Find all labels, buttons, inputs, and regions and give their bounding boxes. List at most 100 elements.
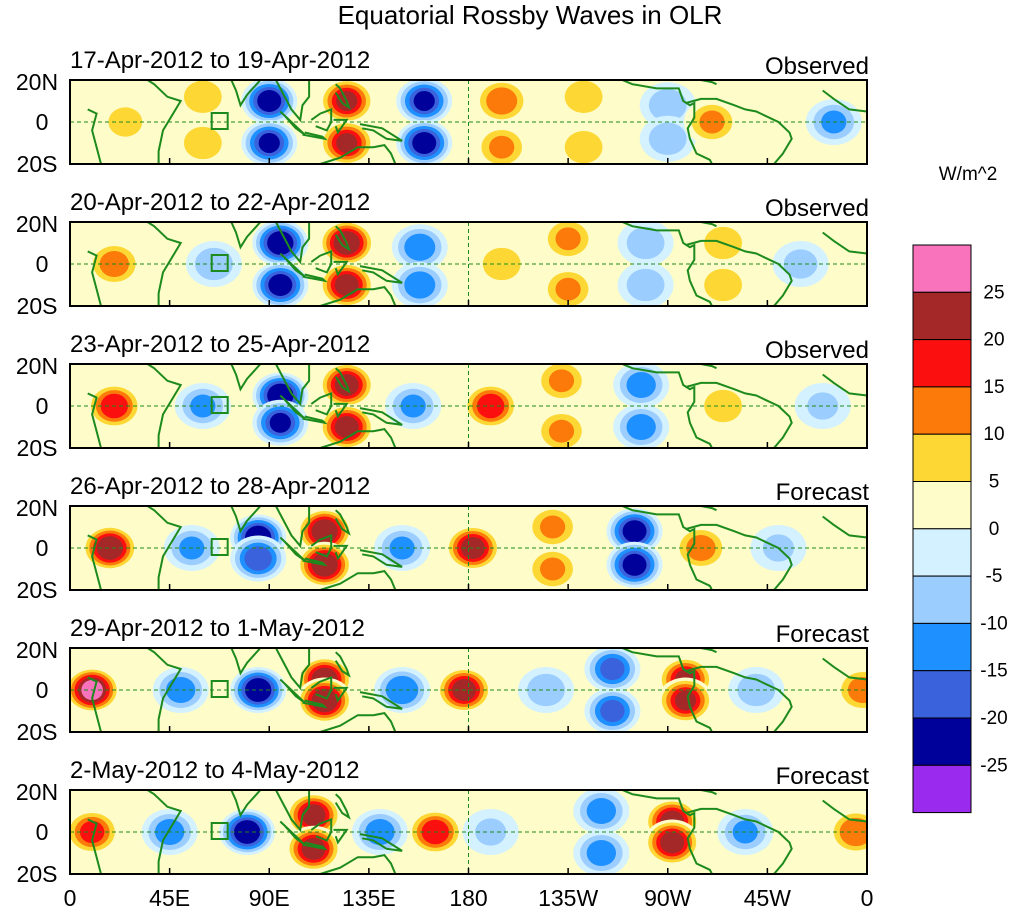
contour-level bbox=[600, 657, 625, 681]
reference-box bbox=[210, 254, 229, 272]
contour-level bbox=[564, 131, 603, 164]
coastline bbox=[230, 648, 263, 676]
lat-label: 0 bbox=[36, 393, 49, 419]
contour-level bbox=[699, 110, 725, 134]
coastline bbox=[302, 699, 328, 709]
coastline bbox=[822, 373, 867, 397]
panel-date-range: 23-Apr-2012 to 25-Apr-2012 bbox=[70, 331, 370, 358]
coastline bbox=[279, 394, 306, 420]
coastlines bbox=[87, 222, 867, 306]
colorbar-label: 15 bbox=[983, 377, 1004, 398]
anomaly-12 bbox=[606, 541, 663, 588]
lat-label: 20S bbox=[17, 719, 58, 745]
contour-level bbox=[183, 126, 222, 160]
coastline bbox=[302, 273, 328, 283]
coastline bbox=[334, 225, 351, 252]
coastline bbox=[230, 364, 263, 392]
coastline bbox=[279, 820, 306, 846]
coastline bbox=[310, 249, 333, 274]
coastline bbox=[319, 854, 397, 874]
panel-6: 20N 0 20S 2-May-2012 to 4-May-2012 Forecast bbox=[16, 757, 869, 887]
lat-label: 20N bbox=[16, 353, 58, 379]
colorbar-label: -15 bbox=[980, 661, 1007, 682]
panel-date-range: 29-Apr-2012 to 1-May-2012 bbox=[70, 615, 365, 642]
coastline bbox=[685, 807, 793, 874]
panel-status-label: Observed bbox=[765, 337, 869, 364]
colorbar-label: -25 bbox=[980, 755, 1007, 776]
coastline bbox=[274, 790, 311, 833]
coastline bbox=[230, 790, 263, 818]
coastline bbox=[87, 364, 183, 448]
panel-4: 20N 0 20S 26-Apr-2012 to 28-Apr-2012 Forecas… bbox=[16, 473, 869, 603]
contour-level bbox=[96, 536, 124, 560]
anomaly-10 bbox=[584, 688, 641, 732]
lon-label: 135E bbox=[342, 885, 396, 911]
colorbar-label: -5 bbox=[986, 566, 1003, 587]
contour-level bbox=[540, 515, 566, 539]
coastline bbox=[302, 131, 328, 141]
coastline bbox=[334, 509, 351, 536]
coastline bbox=[822, 231, 867, 255]
panel-status-label: Observed bbox=[765, 195, 869, 222]
contour-level bbox=[336, 133, 358, 153]
coastline bbox=[334, 83, 351, 110]
anomaly-12 bbox=[613, 404, 670, 448]
panel-status-label: Forecast bbox=[776, 479, 870, 506]
lat-label: 20N bbox=[16, 495, 58, 521]
coastline bbox=[619, 222, 713, 306]
anomaly-15 bbox=[695, 262, 752, 306]
contour-level bbox=[258, 133, 280, 153]
anomaly-4 bbox=[241, 80, 298, 124]
coastline bbox=[685, 381, 793, 448]
coastline bbox=[822, 799, 867, 823]
coastline bbox=[310, 533, 333, 558]
contour-level bbox=[166, 677, 196, 703]
coastline bbox=[87, 790, 183, 874]
coastline bbox=[334, 651, 351, 678]
anomaly-8 bbox=[391, 262, 448, 306]
panel-5: 20N 0 20S 29-Apr-2012 to 1-May-2012 Forecast bbox=[16, 615, 869, 745]
anomaly-11 bbox=[540, 266, 597, 306]
coastline bbox=[685, 523, 793, 590]
anomaly-4 bbox=[252, 262, 309, 306]
coastline bbox=[359, 123, 403, 142]
coastlines bbox=[87, 648, 867, 732]
lon-label: 45W bbox=[744, 885, 792, 911]
contour-level bbox=[540, 557, 566, 581]
coastline bbox=[319, 428, 397, 448]
coastline bbox=[359, 549, 403, 568]
colorbar-label: -20 bbox=[980, 708, 1007, 729]
coastline bbox=[87, 506, 183, 590]
contour-level bbox=[334, 416, 359, 438]
coastline bbox=[87, 222, 183, 306]
colorbar-swatch bbox=[912, 717, 972, 766]
coastline bbox=[279, 536, 306, 562]
colorbar-units: W/m^2 bbox=[939, 164, 998, 185]
reference-box bbox=[210, 822, 229, 840]
colorbar-label: 25 bbox=[983, 282, 1004, 303]
colorbar-swatch bbox=[912, 339, 972, 388]
anomaly-12 bbox=[644, 819, 701, 866]
colorbar-swatch bbox=[912, 481, 972, 530]
contour-level bbox=[548, 369, 575, 393]
colorbar-swatch bbox=[912, 575, 972, 624]
coastline bbox=[333, 260, 349, 277]
lat-label: 0 bbox=[36, 109, 49, 135]
colorbar-swatch bbox=[912, 764, 972, 814]
lat-label: 20S bbox=[17, 435, 58, 461]
contour-level bbox=[622, 520, 647, 543]
colorbar-label: -10 bbox=[980, 613, 1007, 634]
coastline bbox=[698, 222, 717, 228]
coastline bbox=[698, 790, 717, 796]
anomaly-12 bbox=[617, 222, 674, 266]
colorbar-swatch bbox=[912, 433, 972, 483]
reference-box bbox=[210, 396, 229, 414]
lon-label: 135W bbox=[538, 885, 598, 911]
anomaly-9 bbox=[473, 241, 530, 287]
coastline bbox=[619, 364, 713, 448]
coastline bbox=[698, 364, 717, 370]
coastline bbox=[302, 557, 328, 567]
anomaly-10 bbox=[540, 222, 597, 262]
lat-label: 20S bbox=[17, 861, 58, 887]
coastline bbox=[87, 80, 183, 164]
